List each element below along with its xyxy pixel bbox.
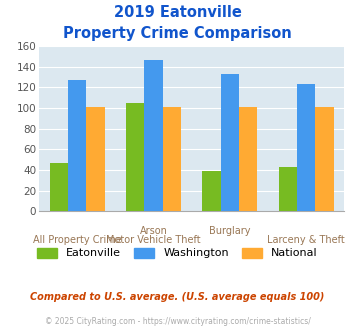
Bar [50, 163, 68, 211]
Text: Compared to U.S. average. (U.S. average equals 100): Compared to U.S. average. (U.S. average … [30, 292, 325, 302]
Text: Larceny & Theft: Larceny & Theft [267, 235, 345, 245]
Legend: Eatonville, Washington, National: Eatonville, Washington, National [37, 248, 318, 258]
Bar [297, 84, 315, 211]
Bar [279, 167, 297, 211]
Text: Burglary: Burglary [209, 226, 251, 236]
Bar [144, 60, 163, 211]
Text: Property Crime Comparison: Property Crime Comparison [63, 26, 292, 41]
Bar [239, 107, 257, 211]
Bar [68, 80, 86, 211]
Text: Arson: Arson [140, 226, 168, 236]
Text: © 2025 CityRating.com - https://www.cityrating.com/crime-statistics/: © 2025 CityRating.com - https://www.city… [45, 317, 310, 326]
Text: Motor Vehicle Theft: Motor Vehicle Theft [106, 235, 201, 245]
Bar [126, 103, 144, 211]
Bar [315, 107, 334, 211]
Text: All Property Crime: All Property Crime [33, 235, 121, 245]
Bar [202, 171, 221, 211]
Bar [163, 107, 181, 211]
Text: 2019 Eatonville: 2019 Eatonville [114, 5, 241, 20]
Bar [86, 107, 105, 211]
Bar [221, 74, 239, 211]
